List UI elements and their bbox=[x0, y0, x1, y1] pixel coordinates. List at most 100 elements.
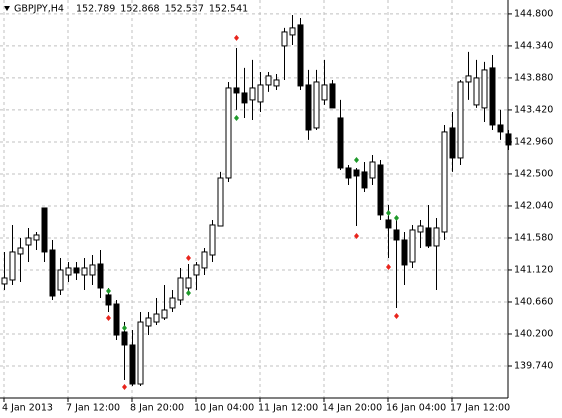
candle-body bbox=[449, 127, 456, 159]
candle-body bbox=[49, 249, 56, 297]
candle-body bbox=[457, 81, 464, 159]
marker bbox=[386, 209, 391, 216]
y-tick-label: 144.340 bbox=[514, 40, 553, 51]
candle-body bbox=[105, 294, 112, 306]
header-value: 152.868 bbox=[120, 4, 159, 15]
candle-body bbox=[433, 227, 440, 247]
candle-body bbox=[297, 24, 304, 87]
candle-body bbox=[337, 117, 344, 169]
marker bbox=[394, 214, 399, 221]
candle-body bbox=[161, 309, 168, 319]
candle-body bbox=[217, 177, 224, 227]
candle-body bbox=[329, 83, 336, 109]
candle-body bbox=[201, 251, 208, 269]
candle-body bbox=[65, 267, 72, 276]
x-tick-label: 17 Jan 12:00 bbox=[450, 403, 510, 414]
candle-body bbox=[321, 84, 328, 101]
candle-body bbox=[81, 267, 88, 276]
marker bbox=[386, 263, 391, 270]
candle-body bbox=[41, 207, 48, 253]
y-tick-label: 143.420 bbox=[514, 104, 553, 115]
candle-body bbox=[473, 77, 480, 106]
candle-body bbox=[185, 277, 192, 289]
candle-body bbox=[385, 219, 392, 229]
candle-body bbox=[169, 297, 176, 309]
marker bbox=[354, 156, 359, 163]
x-tick-label: 11 Jan 12:00 bbox=[258, 403, 318, 414]
marker bbox=[186, 255, 191, 262]
candle-body bbox=[73, 267, 80, 274]
menu-arrow[interactable] bbox=[4, 6, 10, 11]
candle-body bbox=[129, 344, 136, 385]
candle-body bbox=[137, 321, 144, 385]
y-tick-label: 143.880 bbox=[514, 72, 553, 83]
candle-body bbox=[289, 27, 296, 36]
marker bbox=[234, 114, 239, 121]
marker bbox=[106, 314, 111, 321]
candle-body bbox=[33, 234, 40, 241]
candle-body bbox=[209, 224, 216, 256]
candle-body bbox=[305, 84, 312, 131]
y-tick-label: 140.200 bbox=[514, 328, 553, 339]
y-tick-label: 144.800 bbox=[514, 8, 553, 19]
candle-body bbox=[89, 264, 96, 276]
y-tick-label: 141.120 bbox=[514, 264, 553, 275]
x-tick-label: 8 Jan 20:00 bbox=[130, 403, 184, 414]
marker bbox=[122, 325, 127, 332]
candle-body bbox=[345, 167, 352, 179]
candle-body bbox=[497, 124, 504, 133]
y-tick-label: 142.040 bbox=[514, 200, 553, 211]
marker bbox=[394, 312, 399, 319]
marker bbox=[186, 290, 191, 297]
marker bbox=[122, 384, 127, 391]
candle-body bbox=[441, 131, 448, 233]
x-tick-label: 10 Jan 04:00 bbox=[194, 403, 254, 414]
candle-body bbox=[153, 313, 160, 323]
candle-body bbox=[241, 92, 248, 104]
y-tick-label: 142.500 bbox=[514, 168, 553, 179]
candle-body bbox=[225, 87, 232, 179]
candle-body bbox=[401, 239, 408, 266]
candle-body bbox=[273, 79, 280, 87]
candle-body bbox=[369, 161, 376, 179]
candle-body bbox=[145, 317, 152, 327]
candle-body bbox=[489, 67, 496, 126]
header-value: 152.541 bbox=[209, 4, 248, 15]
candle-body bbox=[97, 263, 104, 289]
y-tick-label: 141.580 bbox=[514, 232, 553, 243]
candle-body bbox=[249, 87, 256, 101]
candle-body bbox=[505, 133, 512, 146]
candle-body bbox=[417, 225, 424, 233]
candle-body bbox=[25, 237, 32, 246]
symbol: GBPJPY,H4 bbox=[14, 4, 64, 15]
candle-body bbox=[377, 164, 384, 216]
marker bbox=[354, 232, 359, 239]
marker bbox=[234, 34, 239, 41]
candle-body bbox=[17, 247, 24, 255]
candle-body bbox=[409, 229, 416, 263]
header-value: 152.537 bbox=[165, 4, 204, 15]
candle-body bbox=[257, 84, 264, 103]
y-tick-label: 142.960 bbox=[514, 136, 553, 147]
candle-body bbox=[57, 269, 64, 291]
candle-body bbox=[121, 331, 128, 346]
candle-body bbox=[353, 169, 360, 177]
candle-body bbox=[9, 251, 16, 281]
x-tick-label: 4 Jan 2013 bbox=[2, 403, 53, 414]
candle-body bbox=[425, 227, 432, 247]
candle-body bbox=[281, 31, 288, 47]
x-tick-label: 7 Jan 12:00 bbox=[66, 403, 120, 414]
x-tick-label: 16 Jan 04:00 bbox=[386, 403, 446, 414]
candle-body bbox=[393, 229, 400, 241]
candle-body bbox=[361, 171, 368, 189]
candle-body bbox=[233, 87, 240, 94]
candle-body bbox=[481, 69, 488, 109]
x-tick-label: 14 Jan 20:00 bbox=[322, 403, 382, 414]
candle-body bbox=[193, 264, 200, 276]
marker bbox=[106, 287, 111, 294]
candle-body bbox=[177, 277, 184, 301]
header-value: 152.789 bbox=[76, 4, 115, 15]
candle-body bbox=[465, 75, 472, 83]
